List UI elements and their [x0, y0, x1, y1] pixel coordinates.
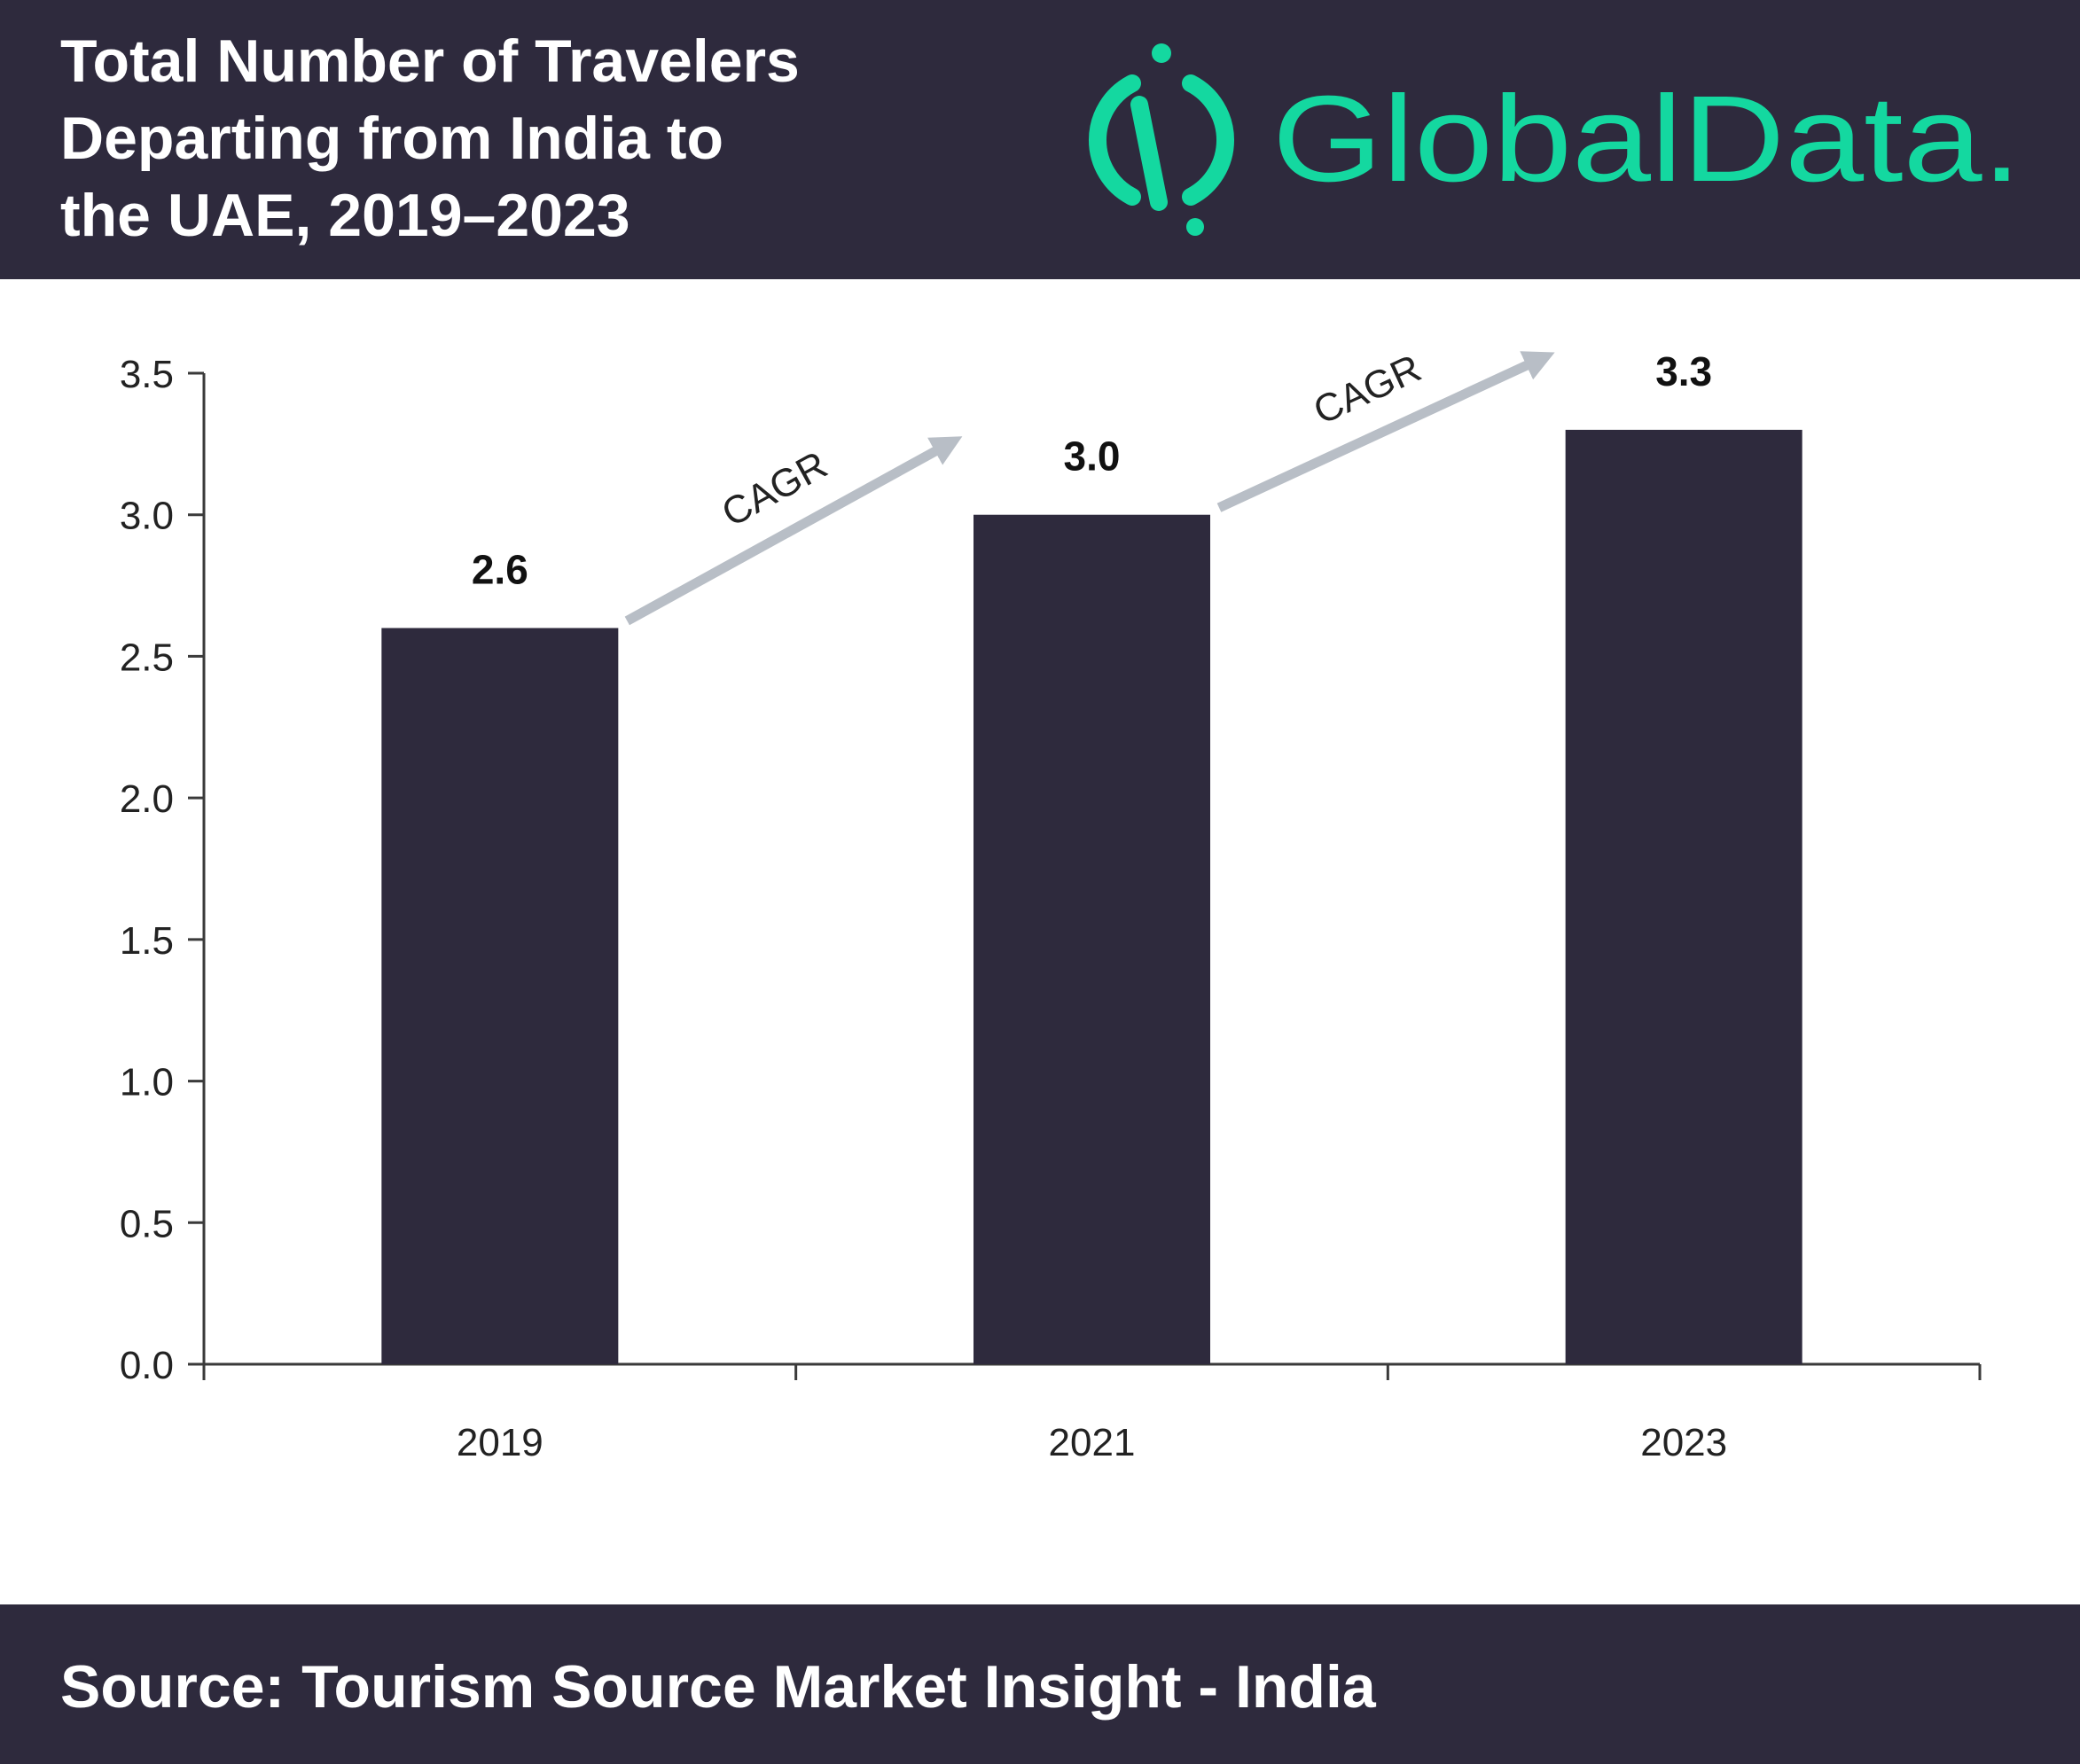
x-tick-label-2021: 2021	[1049, 1421, 1136, 1464]
y-tick-label: 2.0	[120, 777, 174, 821]
globaldata-logo: GlobalData.	[1089, 43, 2021, 236]
data-label-2023: 3.3	[1655, 348, 1712, 394]
y-tick-label: 3.5	[120, 353, 174, 396]
globaldata-logo-icon	[1089, 43, 1234, 236]
bars	[381, 429, 1802, 1364]
cagr-arrow-1	[624, 436, 963, 626]
title-line-3: the UAE, 2019–2023	[60, 182, 630, 249]
bar-2021	[974, 514, 1210, 1364]
y-tick-label: 1.5	[120, 919, 174, 963]
data-label-2019: 2.6	[472, 546, 528, 592]
chart-title: Total Number of Travelers Departing from…	[60, 23, 1036, 254]
y-tick-label: 1.0	[120, 1061, 174, 1104]
data-label-2021: 3.0	[1064, 433, 1121, 480]
bar-2023	[1565, 429, 1802, 1364]
data-labels: 2.6 3.0 3.3	[472, 348, 1712, 593]
x-tick-label-2019: 2019	[457, 1421, 543, 1464]
source-note: Source: Tourism Source Market Insight - …	[60, 1653, 1376, 1721]
y-tick-label: 0.0	[120, 1344, 174, 1387]
header-banner: Total Number of Travelers Departing from…	[0, 0, 2080, 279]
y-axis: 0.0 0.5 1.0 1.5 2.0 2.5 3.0 3.5	[120, 353, 206, 1387]
x-axis: 2019 2021 2023	[202, 1362, 1982, 1464]
title-line-1: Total Number of Travelers	[60, 27, 800, 95]
footer-banner: Source: Tourism Source Market Insight - …	[0, 1604, 2080, 1764]
bar-chart: 0.0 0.5 1.0 1.5 2.0 2.5 3.0 3.5 2019 2021 2023 2.…	[120, 347, 1982, 1464]
x-tick-label-2023: 2023	[1640, 1421, 1727, 1464]
title-line-2: Departing from India to	[60, 105, 723, 172]
y-tick-label: 0.5	[120, 1202, 174, 1245]
y-tick-label: 3.0	[120, 495, 174, 538]
bar-2019	[381, 628, 619, 1364]
logo-wordmark: GlobalData.	[1272, 71, 2021, 207]
y-tick-label: 2.5	[120, 636, 174, 679]
cagr-arrow-2	[1216, 351, 1555, 512]
